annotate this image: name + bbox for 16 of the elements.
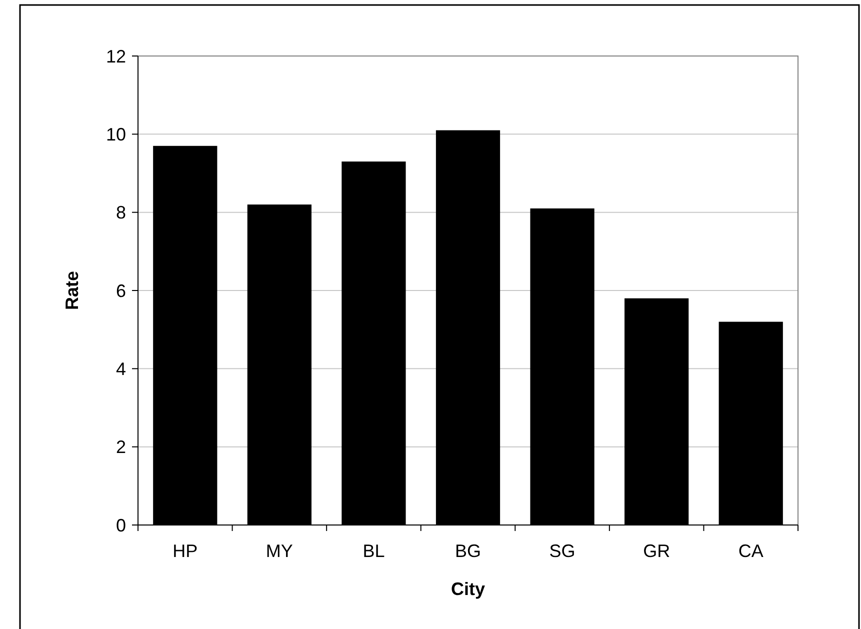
x-tick-label: GR [643, 541, 670, 561]
x-tick-label: CA [738, 541, 764, 561]
x-tick-label: BL [362, 541, 385, 561]
x-tick-label: BG [454, 541, 482, 561]
y-tick-label: 4 [116, 358, 126, 379]
x-tick-label: HP [172, 541, 198, 561]
y-axis-title: Rate [62, 270, 82, 310]
y-tick-label: 10 [106, 124, 126, 144]
x-tick-label: MY [266, 541, 293, 561]
y-tick-label: 8 [116, 202, 126, 223]
y-tick-label: 2 [116, 437, 126, 458]
x-axis-title: City [450, 579, 486, 599]
y-tick-label: 0 [116, 515, 126, 536]
y-tick-label: 6 [116, 280, 126, 301]
x-tick-label: SG [549, 541, 576, 561]
y-tick-label: 12 [106, 46, 126, 66]
